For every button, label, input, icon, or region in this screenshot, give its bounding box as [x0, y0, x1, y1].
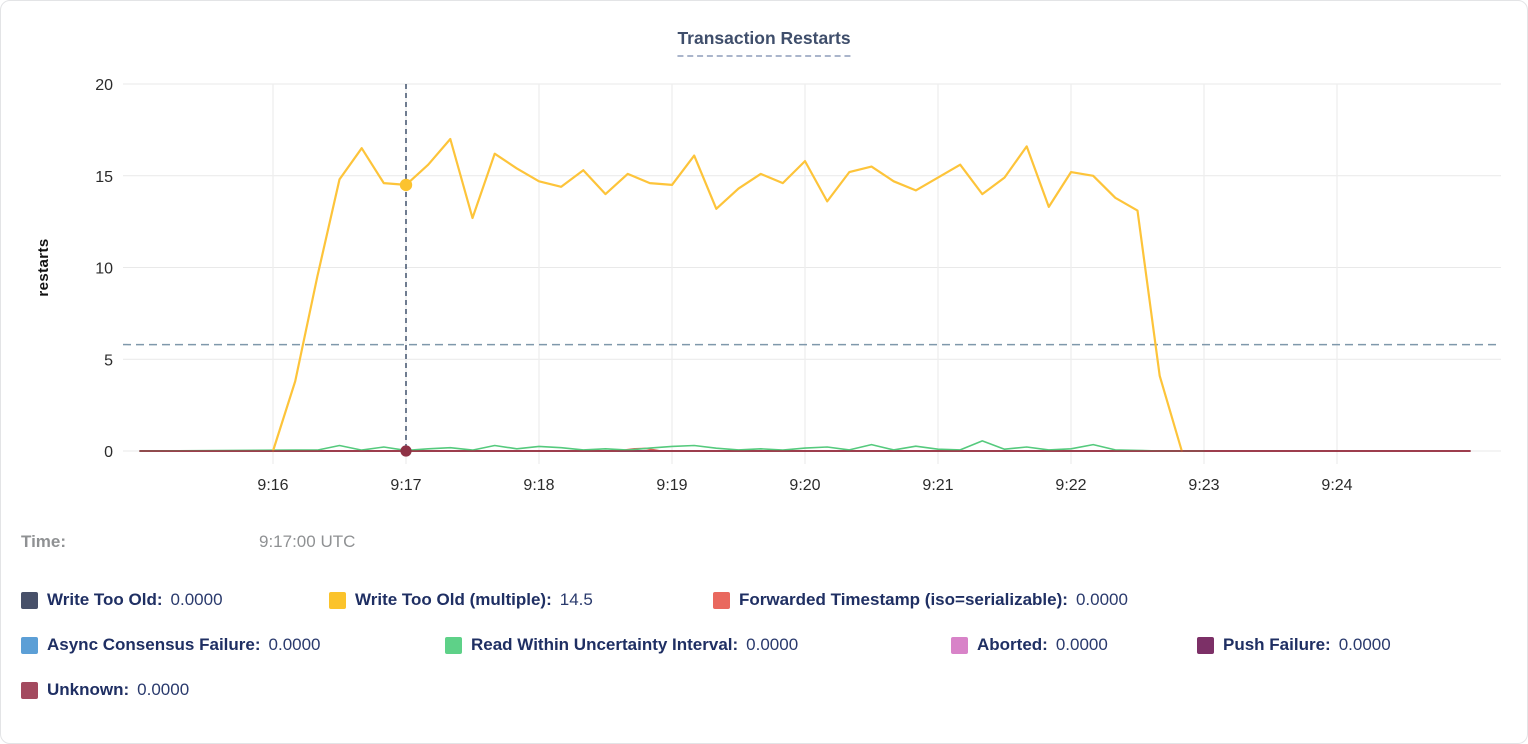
y-tick-label: 0 [104, 444, 113, 461]
x-tick-label: 9:24 [1321, 477, 1352, 494]
forwarded-timestamp-swatch [713, 591, 730, 609]
unknown-swatch [21, 681, 38, 699]
x-tick-label: 9:17 [390, 477, 421, 494]
legend-item-read-within-uncertainty-interval: Read Within Uncertainty Interval: 0.0000 [445, 635, 798, 655]
legend-row-3: Unknown: 0.0000 [1, 680, 1527, 706]
chart-title[interactable]: Transaction Restarts [677, 28, 851, 57]
y-tick-label: 15 [95, 169, 113, 186]
legend-item-push-failure: Push Failure: 0.0000 [1197, 635, 1391, 655]
legend-item-aborted: Aborted: 0.0000 [951, 635, 1108, 655]
time-label: Time: [21, 532, 67, 551]
legend-label: Push Failure: [1223, 635, 1331, 654]
legend-label: Forwarded Timestamp (iso=serializable): [739, 590, 1068, 609]
crosshair-dot [399, 178, 413, 192]
legend-item-async-consensus-failure: Async Consensus Failure: 0.0000 [21, 635, 321, 655]
legend-item-write-too-old-multiple: Write Too Old (multiple): 14.5 [329, 590, 593, 610]
x-tick-label: 9:18 [523, 477, 554, 494]
push-failure-swatch [1197, 636, 1214, 654]
legend-label: Read Within Uncertainty Interval: [471, 635, 739, 654]
legend-value: 0.0000 [268, 635, 321, 654]
y-axis-label: restarts [35, 238, 52, 296]
write-too-old-swatch [21, 591, 38, 609]
hover-time-row: Time: 9:17:00 UTC [1, 532, 1527, 558]
legend-row-1: Write Too Old: 0.0000 Write Too Old (mul… [1, 590, 1527, 616]
legend-value: 0.0000 [1075, 590, 1128, 609]
legend-value: 0.0000 [746, 635, 799, 654]
legend-label: Unknown: [47, 680, 130, 699]
crosshair-dot [400, 445, 412, 457]
legend-item-forwarded-timestamp: Forwarded Timestamp (iso=serializable): … [713, 590, 1128, 610]
x-tick-label: 9:16 [257, 477, 288, 494]
y-tick-label: 5 [104, 352, 113, 369]
legend-item-write-too-old: Write Too Old: 0.0000 [21, 590, 223, 610]
aborted-swatch [951, 636, 968, 654]
y-tick-label: 20 [95, 77, 113, 94]
time-value: 9:17:00 UTC [259, 532, 356, 551]
legend-item-unknown: Unknown: 0.0000 [21, 680, 189, 700]
x-tick-label: 9:22 [1055, 477, 1086, 494]
legend-value: 0.0000 [1338, 635, 1391, 654]
series-line-read-within-uncertainty-interval [139, 440, 1205, 452]
x-tick-label: 9:19 [656, 477, 687, 494]
legend-label: Aborted: [977, 635, 1048, 654]
legend-value: 0.0000 [1055, 635, 1108, 654]
legend-label: Write Too Old (multiple): [355, 590, 552, 609]
x-tick-label: 9:23 [1188, 477, 1219, 494]
write-too-old-multiple-swatch [329, 591, 346, 609]
legend-label: Write Too Old: [47, 590, 163, 609]
read-within-uncertainty-interval-swatch [445, 636, 462, 654]
x-tick-label: 9:21 [922, 477, 953, 494]
transaction-restarts-chart[interactable]: 0 5 10 15 20 9:16 9:17 9:18 9:19 9:20 9:21 9:22 9:23… [1, 63, 1528, 503]
legend-row-2: Async Consensus Failure: 0.0000 Read Wit… [1, 635, 1527, 661]
legend-value: 14.5 [559, 590, 593, 609]
y-tick-label: 10 [95, 261, 113, 278]
async-consensus-failure-swatch [21, 636, 38, 654]
legend-value: 0.0000 [170, 590, 223, 609]
legend-value: 0.0000 [137, 680, 190, 699]
x-tick-label: 9:20 [789, 477, 820, 494]
series-line-write-too-old-multiple [271, 137, 1183, 453]
legend-label: Async Consensus Failure: [47, 635, 261, 654]
